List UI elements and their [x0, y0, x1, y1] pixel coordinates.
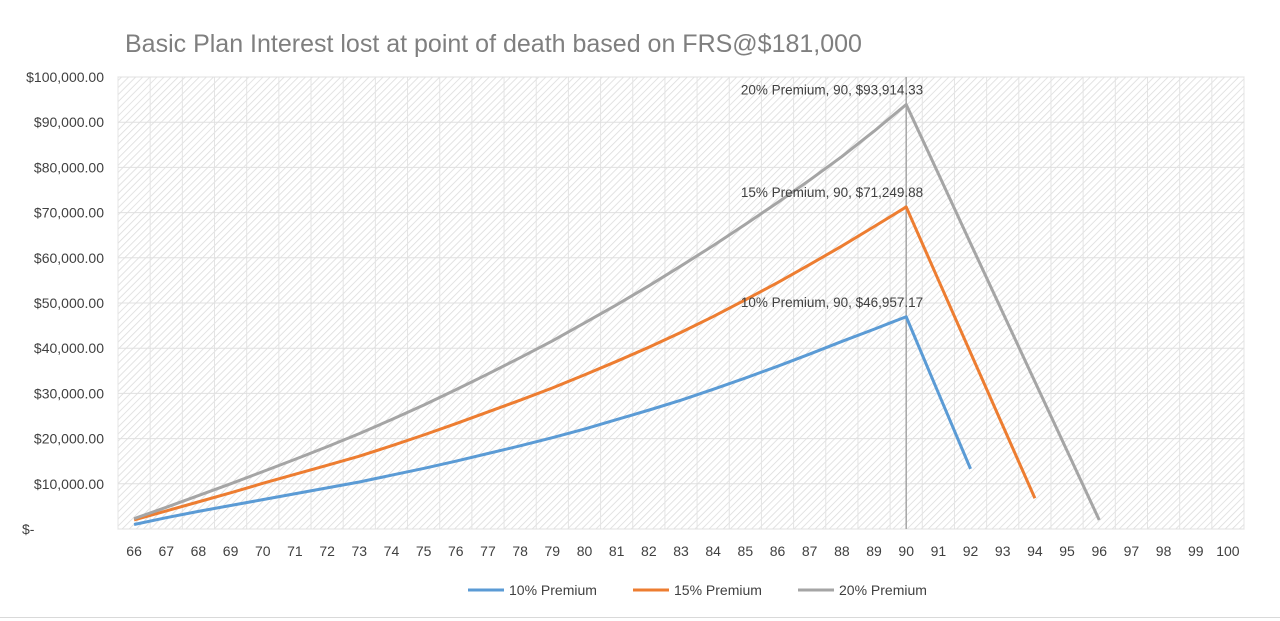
x-tick-label: 88: [834, 543, 850, 559]
legend-entry: 20% Premium: [839, 582, 927, 598]
x-tick-label: 85: [738, 543, 754, 559]
x-tick-label: 81: [609, 543, 625, 559]
y-tick-label: $20,000.00: [34, 431, 104, 447]
x-tick-label: 92: [963, 543, 979, 559]
x-tick-label: 93: [995, 543, 1011, 559]
x-tick-label: 97: [1124, 543, 1140, 559]
x-tick-label: 79: [545, 543, 561, 559]
x-tick-label: 83: [673, 543, 689, 559]
data-label: 10% Premium, 90, $46,957.17: [741, 295, 923, 310]
chart-title: Basic Plan Interest lost at point of dea…: [125, 30, 862, 58]
series-line-15-premium: [133, 205, 1037, 522]
x-tick-label: 68: [191, 543, 207, 559]
x-tick-label: 82: [641, 543, 657, 559]
y-tick-label: $100,000.00: [26, 69, 104, 85]
x-tick-label: 66: [126, 543, 142, 559]
legend-entry: 10% Premium: [509, 582, 597, 598]
x-tick-label: 99: [1188, 543, 1204, 559]
y-tick-label: $40,000.00: [34, 340, 104, 356]
x-tick-label: 98: [1156, 543, 1172, 559]
y-tick-label: $60,000.00: [34, 250, 104, 266]
x-tick-label: 78: [512, 543, 528, 559]
data-label: 15% Premium, 90, $71,249.88: [741, 185, 923, 200]
x-tick-label: 94: [1027, 543, 1043, 559]
series-line-10-premium: [133, 315, 972, 526]
series-line-20-premium: [133, 103, 1101, 521]
x-tick-label: 84: [705, 543, 721, 559]
y-tick-label: $50,000.00: [34, 295, 104, 311]
x-tick-label: 72: [319, 543, 335, 559]
x-tick-label: 76: [448, 543, 464, 559]
x-tick-label: 69: [223, 543, 239, 559]
x-tick-label: 89: [866, 543, 882, 559]
x-tick-label: 90: [898, 543, 914, 559]
y-tick-label: $10,000.00: [34, 476, 104, 492]
x-tick-label: 86: [770, 543, 786, 559]
bottom-divider: [0, 617, 1280, 618]
y-tick-label: $90,000.00: [34, 114, 104, 130]
x-tick-label: 77: [480, 543, 496, 559]
y-tick-label: $80,000.00: [34, 159, 104, 175]
y-tick-label: $-: [22, 521, 35, 537]
x-tick-label: 87: [802, 543, 818, 559]
x-tick-label: 91: [931, 543, 947, 559]
x-tick-label: 95: [1059, 543, 1075, 559]
x-tick-label: 74: [384, 543, 400, 559]
data-label: 20% Premium, 90, $93,914.33: [741, 83, 923, 98]
x-tick-label: 70: [255, 543, 271, 559]
x-tick-label: 75: [416, 543, 432, 559]
y-tick-label: $30,000.00: [34, 385, 104, 401]
y-tick-label: $70,000.00: [34, 205, 104, 221]
x-tick-label: 67: [158, 543, 174, 559]
x-tick-label: 96: [1091, 543, 1107, 559]
x-tick-label: 100: [1216, 543, 1240, 559]
legend-entry: 15% Premium: [674, 582, 762, 598]
x-tick-label: 73: [351, 543, 367, 559]
x-tick-label: 71: [287, 543, 303, 559]
x-tick-label: 80: [577, 543, 593, 559]
